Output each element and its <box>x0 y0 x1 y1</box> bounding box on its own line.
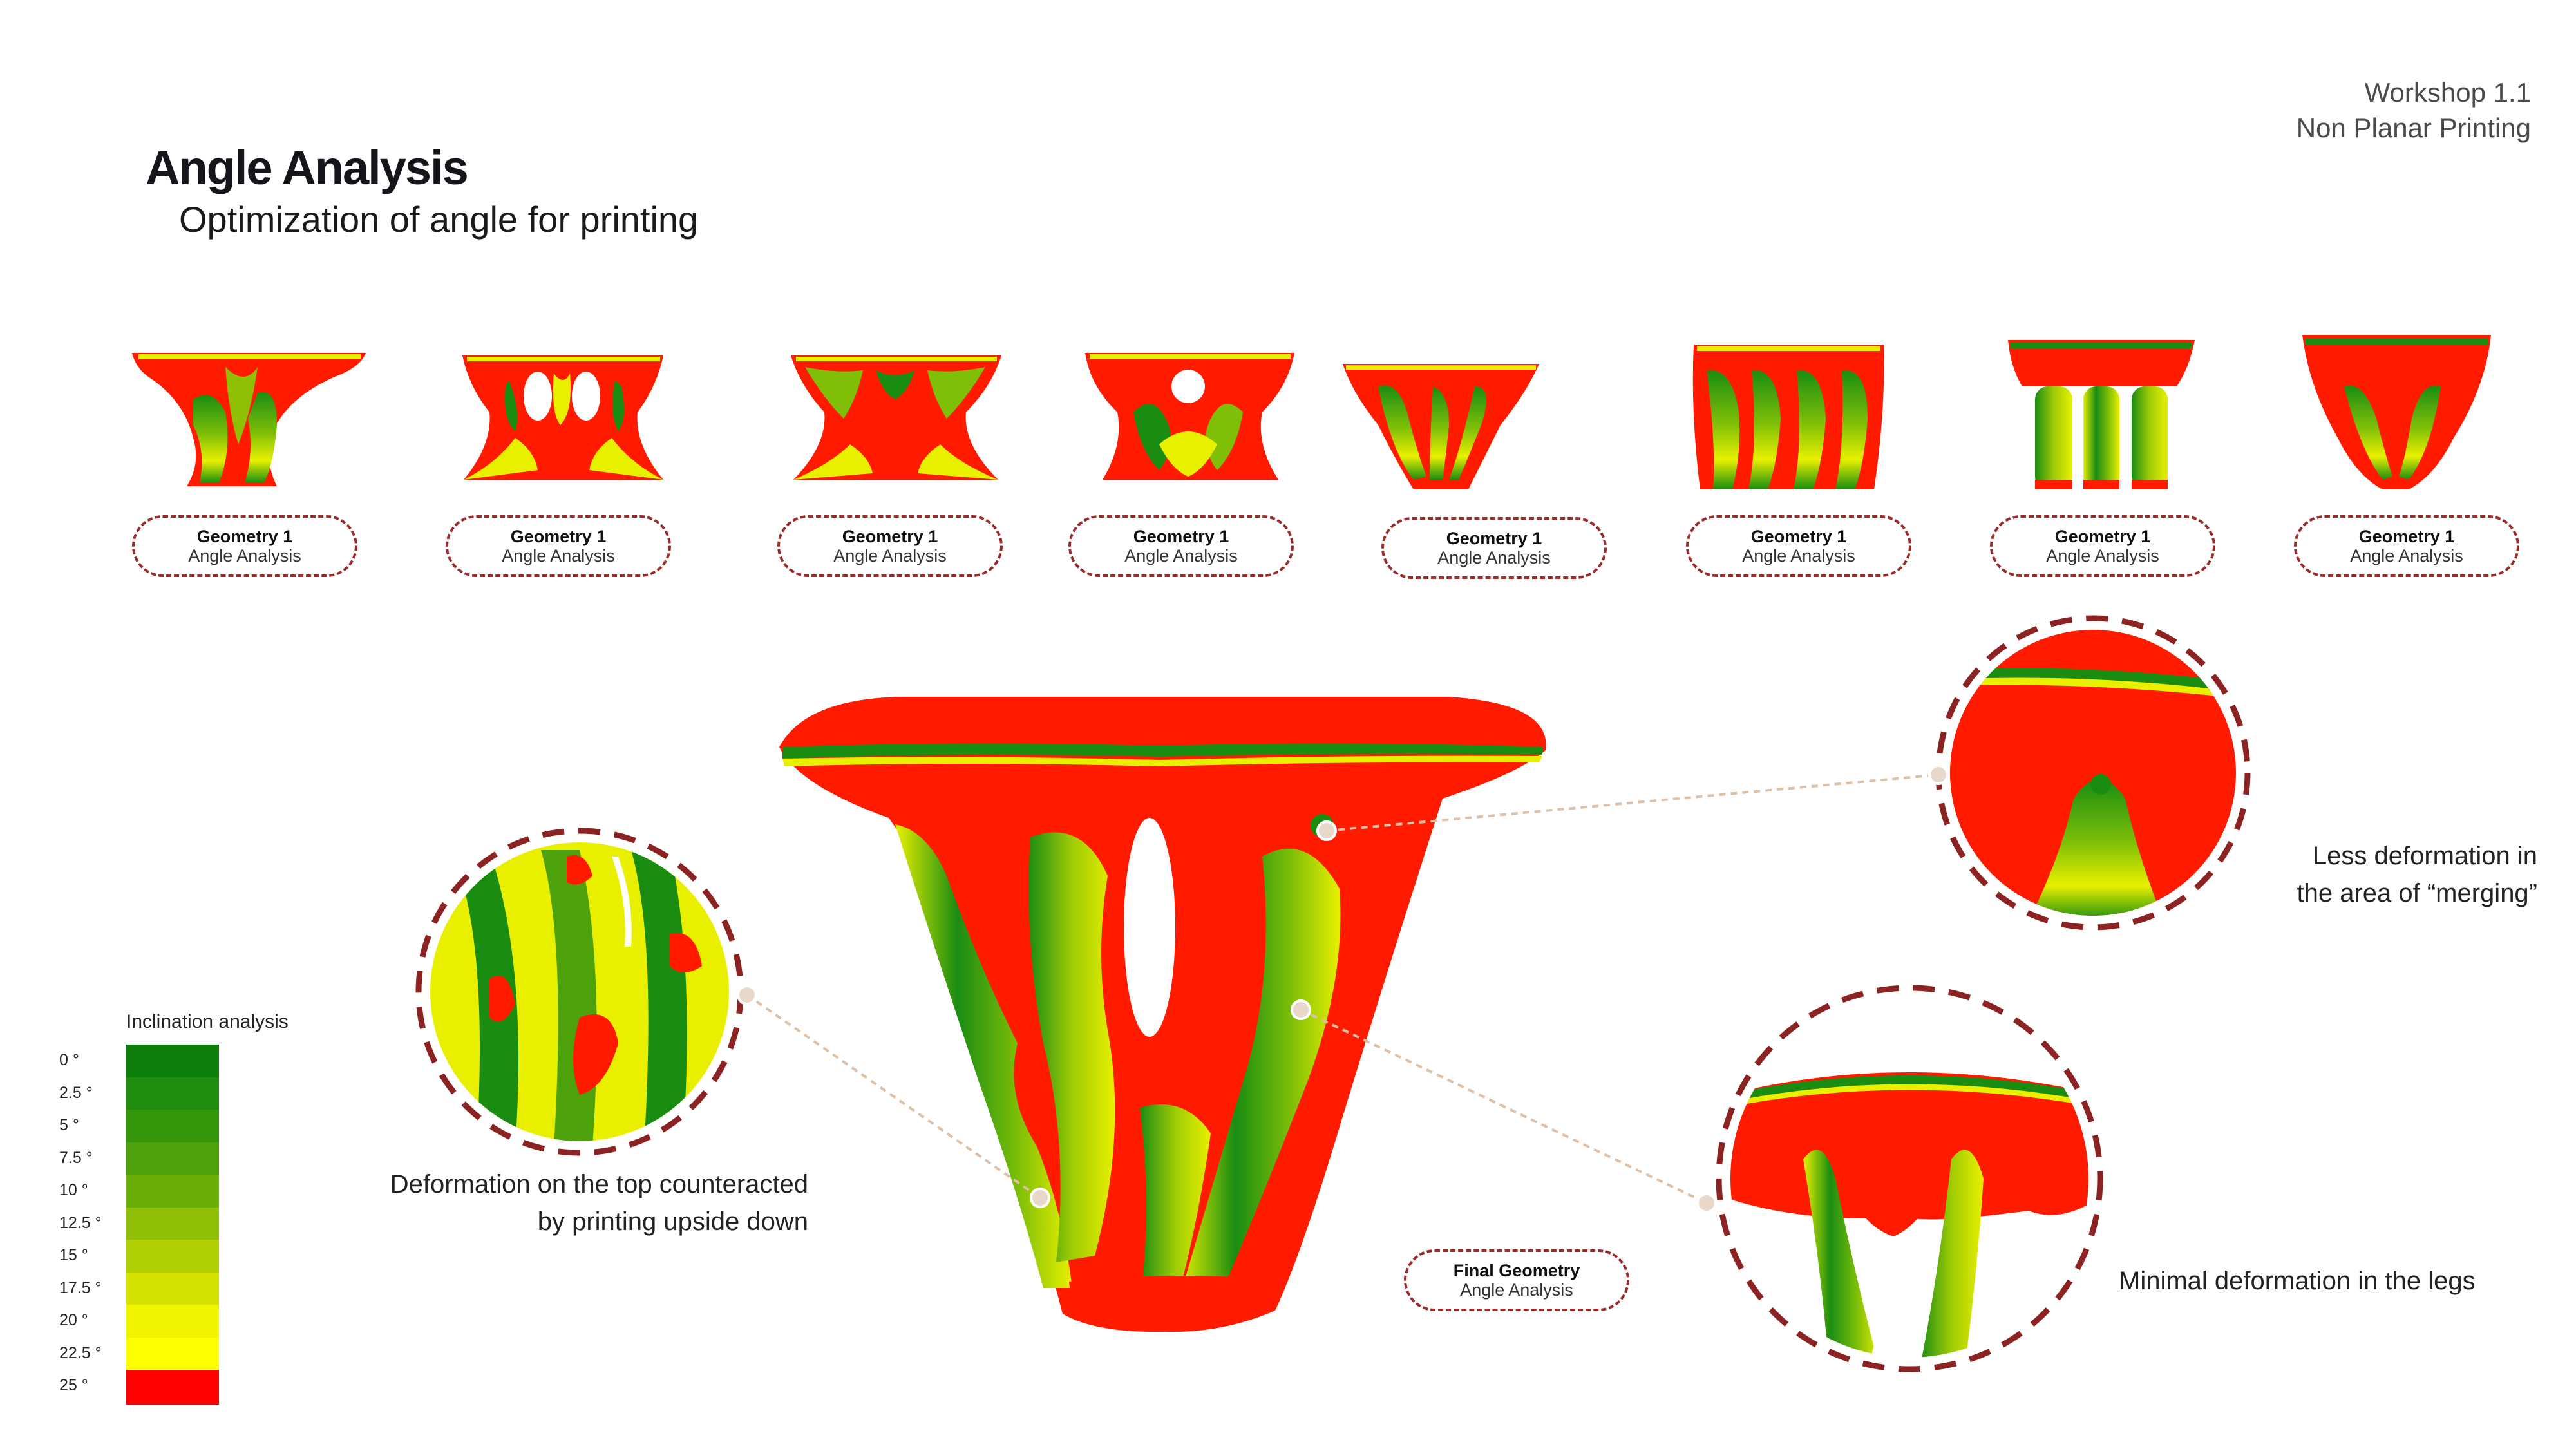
annotation-line: the area of “merging” <box>2297 879 2537 907</box>
legend-swatch <box>126 1110 219 1143</box>
legend-label: 22.5 ° <box>59 1343 102 1362</box>
geometry-name: Geometry 1 <box>1750 527 1847 546</box>
leader-dots <box>737 764 1949 1213</box>
legend-swatch <box>126 1142 219 1175</box>
legend-swatch <box>126 1207 219 1240</box>
geometry-caption: Angle Analysis <box>188 546 301 565</box>
legend-label: 17.5 ° <box>59 1278 102 1297</box>
legend-swatch <box>126 1272 219 1305</box>
geometry-thumb-4 <box>1085 353 1294 480</box>
geometry-name: Geometry 1 <box>2054 527 2151 546</box>
legend-label: 25 ° <box>59 1376 88 1394</box>
legend-label: 15 ° <box>59 1246 88 1264</box>
legend-swatch <box>126 1175 219 1208</box>
page-title: Angle Analysis <box>146 141 469 194</box>
geometry-label-5: Geometry 1 Angle Analysis <box>1381 517 1607 579</box>
annotation-legs: Minimal deformation in the legs <box>2119 1267 2476 1295</box>
geometry-caption: Angle Analysis <box>2046 546 2159 565</box>
geometry-thumb-2 <box>462 355 663 480</box>
annotation-top-deformation: Deformation on the top counteracted by p… <box>332 1166 808 1240</box>
geometry-caption: Angle Analysis <box>833 546 947 565</box>
geometry-thumb-8 <box>2302 335 2491 489</box>
geometry-thumb-5 <box>1343 364 1539 489</box>
legend-swatch <box>126 1305 219 1338</box>
legend-swatch <box>126 1045 219 1078</box>
course-label: Non Planar Printing <box>2296 113 2531 143</box>
legend-label: 12.5 ° <box>59 1213 102 1232</box>
geometry-name: Geometry 1 <box>1133 527 1229 546</box>
final-geometry-model <box>779 697 1546 1332</box>
geometry-caption: Angle Analysis <box>2350 546 2463 565</box>
legend-label: 2.5 ° <box>59 1083 93 1102</box>
zoom-circle-legs <box>1716 985 2103 1372</box>
geometry-caption: Angle Analysis <box>1437 548 1551 567</box>
geometry-thumb-7 <box>2008 340 2195 489</box>
final-geometry-caption: Angle Analysis <box>1460 1280 1573 1300</box>
final-geometry-name: Final Geometry <box>1453 1261 1580 1280</box>
geometry-label-8: Geometry 1 Angle Analysis <box>2294 515 2519 577</box>
legend-label: 5 ° <box>59 1116 79 1134</box>
geometry-thumb-3 <box>791 355 1001 480</box>
legend-label: 7.5 ° <box>59 1148 93 1167</box>
legend-swatch <box>126 1240 219 1273</box>
annotation-line: by printing upside down <box>537 1208 808 1236</box>
geometry-label-1: Geometry 1 Angle Analysis <box>132 515 357 577</box>
annotation-line: Less deformation in <box>2312 842 2537 870</box>
legend-swatch <box>126 1077 219 1110</box>
annotation-merging: Less deformation in the area of “merging… <box>2228 837 2537 912</box>
zoom-circle-merging <box>1935 615 2251 931</box>
legend-label: 0 ° <box>59 1051 79 1069</box>
geometry-caption: Angle Analysis <box>1124 546 1238 565</box>
geometry-caption: Angle Analysis <box>1742 546 1855 565</box>
legend-label: 20 ° <box>59 1311 88 1329</box>
page-subtitle: Optimization of angle for printing <box>179 199 699 240</box>
geometry-label-7: Geometry 1 Angle Analysis <box>1990 515 2215 577</box>
legend-swatch <box>126 1370 219 1405</box>
geometry-name: Geometry 1 <box>842 527 938 546</box>
geometry-label-3: Geometry 1 Angle Analysis <box>777 515 1003 577</box>
geometry-name: Geometry 1 <box>2358 527 2455 546</box>
geometry-name: Geometry 1 <box>196 527 293 546</box>
geometry-name: Geometry 1 <box>1446 529 1542 548</box>
geometry-label-6: Geometry 1 Angle Analysis <box>1686 515 1911 577</box>
geometry-caption: Angle Analysis <box>502 546 615 565</box>
leader-lines <box>746 773 1939 1204</box>
annotation-line: Deformation on the top counteracted <box>390 1170 808 1198</box>
geometry-name: Geometry 1 <box>510 527 607 546</box>
geometry-thumb-6 <box>1692 345 1884 489</box>
legend-title: Inclination analysis <box>126 1011 289 1032</box>
legend-swatch <box>126 1337 219 1370</box>
final-geometry-label: Final Geometry Angle Analysis <box>1404 1249 1629 1311</box>
geometry-label-2: Geometry 1 Angle Analysis <box>446 515 671 577</box>
zoom-circle-top <box>415 828 744 1156</box>
legend-label: 10 ° <box>59 1181 88 1199</box>
geometry-thumb-1 <box>132 353 366 486</box>
workshop-label: Workshop 1.1 <box>2364 77 2531 108</box>
geometry-label-4: Geometry 1 Angle Analysis <box>1068 515 1294 577</box>
